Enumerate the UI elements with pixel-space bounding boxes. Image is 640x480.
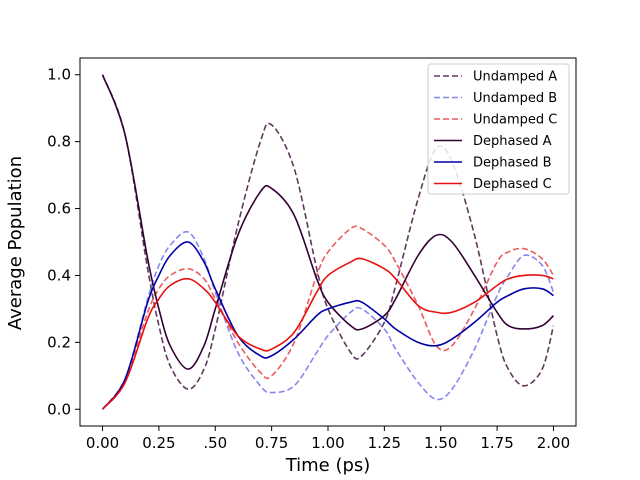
x-tick-label: 2.00	[537, 434, 570, 452]
series-layer	[101, 74, 555, 410]
y-tick-label: 0.4	[47, 266, 71, 284]
y-tick-label: 0.0	[47, 400, 71, 418]
dephased-b-line	[101, 241, 554, 410]
undamped-c-line	[101, 225, 555, 410]
legend-label-undamped-a: Undamped A	[473, 70, 557, 85]
y-tick-label: 0.6	[47, 200, 71, 218]
y-axis-label: Average Population	[5, 156, 26, 330]
x-tick-label: 0.75	[255, 434, 288, 452]
x-tick-label: .50	[203, 434, 227, 452]
legend-label-dephased-a: Dephased A	[473, 134, 552, 149]
undamped-a-line	[101, 74, 555, 390]
legend-label-undamped-b: Undamped B	[473, 91, 557, 106]
x-axis-label: Time (ps)	[285, 455, 371, 476]
x-tick-label: 1.00	[311, 434, 344, 452]
x-tick-label: 1.25	[368, 434, 401, 452]
y-tick-label: 1.0	[47, 66, 71, 84]
dephased-c-line	[101, 257, 554, 410]
x-tick-label: 0.25	[142, 434, 175, 452]
legend-label-dephased-c: Dephased C	[473, 177, 552, 192]
x-tick-label: 1.50	[424, 434, 457, 452]
legend-label-undamped-c: Undamped C	[473, 113, 557, 128]
legend-label-dephased-b: Dephased B	[473, 156, 552, 171]
legend-box	[427, 63, 570, 195]
y-tick-label: 0.2	[47, 333, 71, 351]
x-tick-label: 0.00	[86, 434, 119, 452]
legend: Undamped A Undamped B Undamped C Dephased A…	[427, 63, 570, 195]
x-tick-label: 1.75	[480, 434, 513, 452]
y-axis-ticks: 0.0 0.2 0.4 0.6 0.8 1.0	[47, 66, 80, 418]
undamped-b-line	[101, 230, 555, 410]
y-tick-label: 0.8	[47, 133, 71, 151]
dephased-a-line	[101, 74, 555, 370]
x-axis-ticks: 0.00 0.25 .50 0.75 1.00 1.25 1.50 1.75 2.00	[86, 426, 570, 452]
